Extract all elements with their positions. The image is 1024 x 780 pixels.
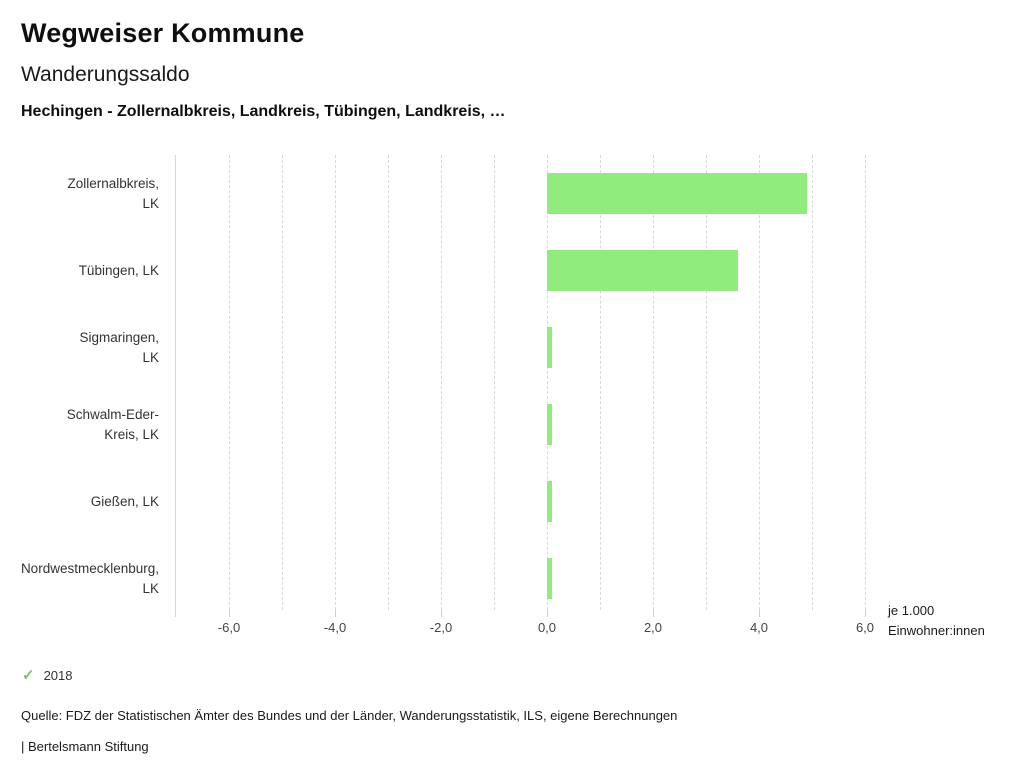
check-icon: ✓ bbox=[22, 667, 35, 684]
x-axis-tick-label: 2,0 bbox=[643, 620, 663, 635]
x-axis-tick-label: 0,0 bbox=[537, 620, 557, 635]
x-axis-tick bbox=[547, 610, 548, 617]
bar-sigmaringen-lk[interactable] bbox=[547, 327, 553, 368]
gridline bbox=[441, 155, 442, 610]
gridline bbox=[494, 155, 495, 610]
gridline bbox=[600, 155, 601, 610]
bar-zollernalbkreis-lk[interactable] bbox=[547, 173, 807, 214]
category-axis: Zollernalbkreis, LK Tübingen, LK Sigmaringe… bbox=[0, 155, 167, 617]
category-label-zollernalbkreis-lk: Zollernalbkreis, LK bbox=[67, 175, 159, 211]
x-axis-tick-label: 4,0 bbox=[749, 620, 769, 635]
bar-tübingen-lk[interactable] bbox=[547, 250, 738, 291]
gridline bbox=[547, 155, 548, 610]
gridline bbox=[335, 155, 336, 610]
x-axis-tick-label: -4,0 bbox=[323, 620, 347, 635]
category-label-sigmaringen-lk: Sigmaringen, LK bbox=[79, 329, 159, 365]
gridline bbox=[388, 155, 389, 610]
category-label-nordwestmecklenburg-lk: Nordwestmecklenburg, LK bbox=[20, 560, 159, 596]
x-axis-tick-label: -6,0 bbox=[217, 620, 241, 635]
x-axis-tick bbox=[441, 610, 442, 617]
gridline bbox=[865, 155, 866, 610]
bar-nordwestmecklenburg-lk[interactable] bbox=[547, 558, 553, 599]
chart-title: Wanderungssaldo bbox=[21, 63, 190, 86]
chart-selection: Hechingen - Zollernalbkreis, Landkreis, … bbox=[21, 103, 506, 120]
x-axis-tick bbox=[229, 610, 230, 617]
bar-schwalm-eder-kreis-lk[interactable] bbox=[547, 404, 553, 445]
branding: | Bertelsmann Stiftung bbox=[21, 739, 149, 754]
category-label-tübingen-lk: Tübingen, LK bbox=[78, 262, 159, 278]
x-axis-tick bbox=[653, 610, 654, 617]
plot-area: -6,0 -4,0 -2,0 0,0 2,0 4,0 6,0 bbox=[175, 155, 874, 635]
bar-chart: Zollernalbkreis, LK Tübingen, LK Sigmaringe… bbox=[0, 155, 1024, 638]
legend-item-2018[interactable]: ✓ 2018 bbox=[22, 668, 73, 683]
legend-label: 2018 bbox=[43, 668, 73, 683]
gridline bbox=[812, 155, 813, 610]
category-label-gießen-lk: Gießen, LK bbox=[90, 493, 159, 509]
gridline bbox=[229, 155, 230, 610]
gridline bbox=[706, 155, 707, 610]
axis-unit-label: je 1.000 Einwohner:innen bbox=[888, 601, 985, 641]
gridline bbox=[759, 155, 760, 610]
category-label-schwalm-eder-kreis-lk: Schwalm-Eder- Kreis, LK bbox=[66, 406, 159, 442]
x-axis-tick-label: -2,0 bbox=[429, 620, 453, 635]
chart-header: Wegweiser Kommune Wanderungssaldo Hechin… bbox=[21, 18, 506, 121]
x-axis-tick-label: 6,0 bbox=[855, 620, 875, 635]
source-note: Quelle: FDZ der Statistischen Ämter des … bbox=[21, 708, 678, 723]
app-title: Wegweiser Kommune bbox=[21, 18, 305, 48]
axis-unit-line1: je 1.000 bbox=[888, 603, 935, 618]
gridline bbox=[653, 155, 654, 610]
bar-gießen-lk[interactable] bbox=[547, 481, 553, 522]
x-axis-tick bbox=[759, 610, 760, 617]
axis-unit-line2: Einwohner:innen bbox=[888, 623, 985, 638]
x-axis-tick bbox=[335, 610, 336, 617]
x-axis-tick bbox=[865, 610, 866, 617]
gridline bbox=[282, 155, 283, 610]
